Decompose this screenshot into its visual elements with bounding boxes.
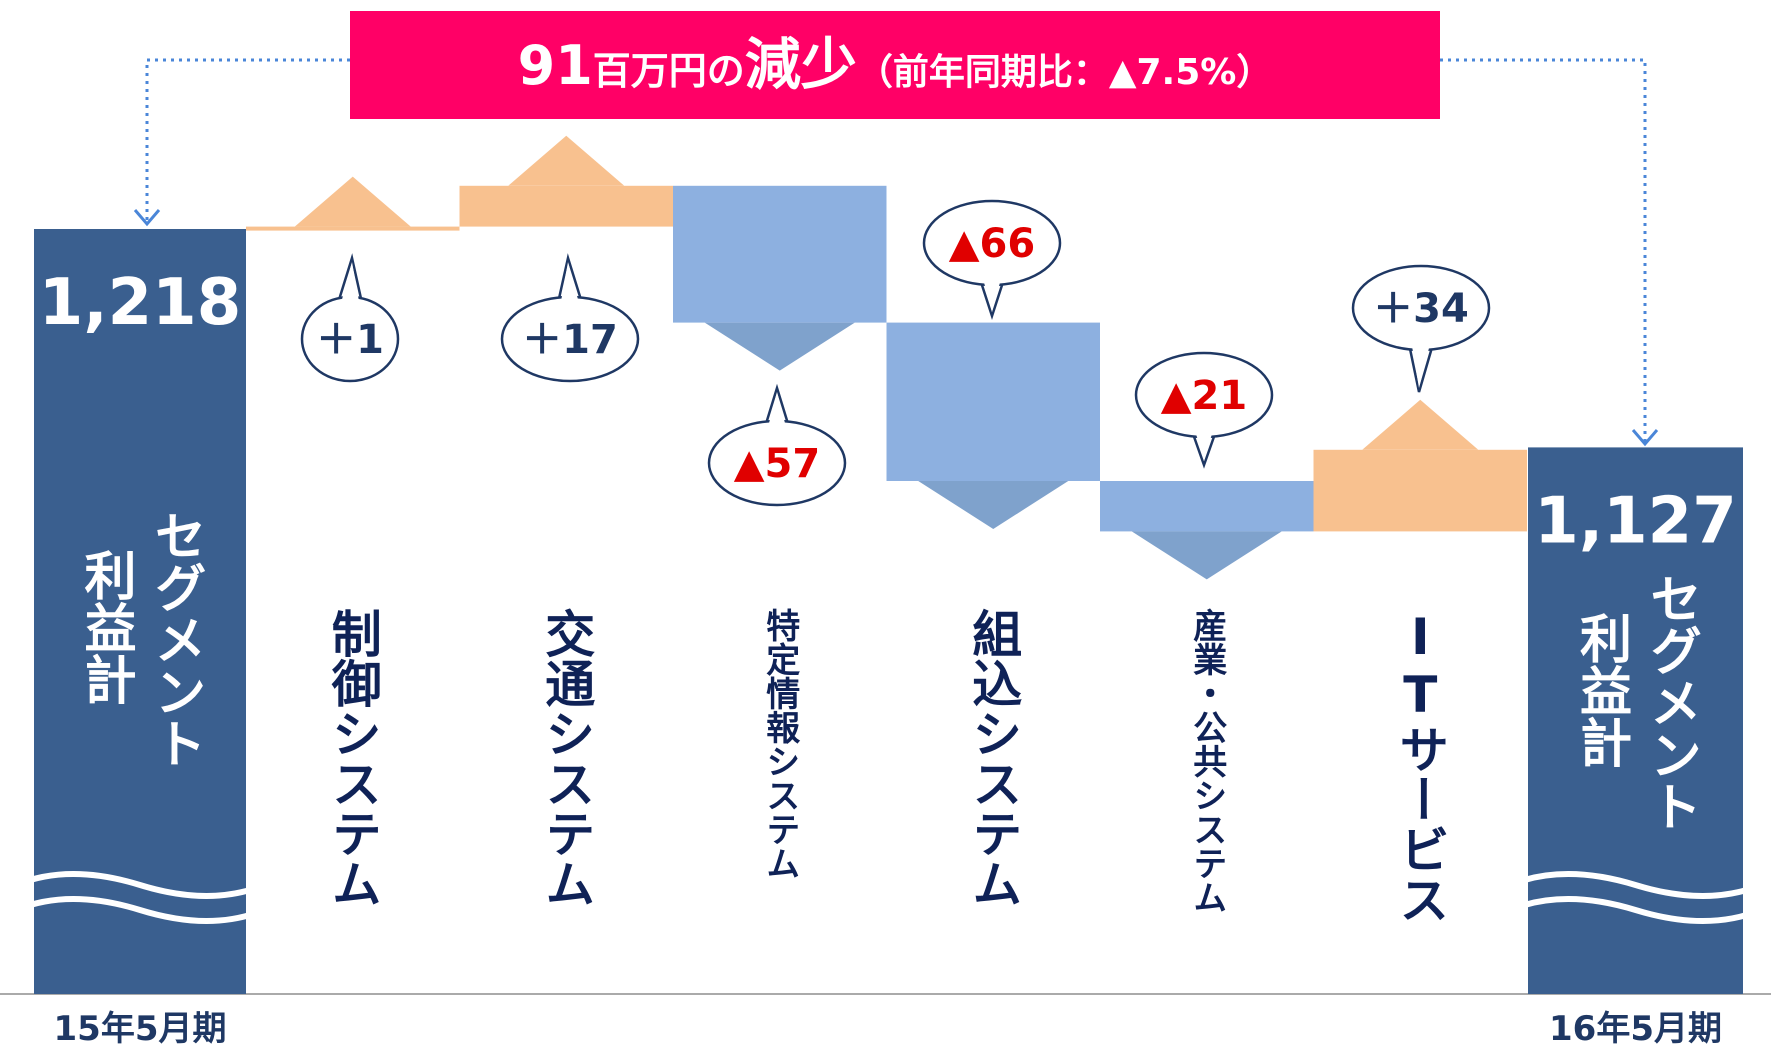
increase-arrow <box>1362 399 1479 450</box>
axis-break <box>14 896 266 924</box>
bubble-tail-cover <box>1194 427 1214 461</box>
increase-arrow <box>508 135 625 186</box>
value-label: ▲57 <box>734 441 820 487</box>
bubble-tail-cover <box>1411 340 1431 388</box>
total-label: 利益計 <box>1571 612 1632 768</box>
increase-bar <box>246 226 460 231</box>
connector <box>145 58 350 222</box>
connector <box>1440 58 1647 442</box>
total-label: セグメント <box>1641 572 1701 832</box>
increase-bar <box>1313 449 1527 532</box>
category-label: 制御システム <box>324 608 383 908</box>
axis-break <box>1508 871 1763 899</box>
total-bar <box>34 229 246 994</box>
value-label: ＋1 <box>316 317 384 363</box>
decrease-bar <box>1100 481 1314 532</box>
title-box <box>350 11 1440 119</box>
axis-break <box>1508 896 1763 924</box>
total-value-label: 1,218 <box>39 266 241 340</box>
value-label: ▲21 <box>1161 373 1247 419</box>
increase-bar <box>459 185 673 227</box>
decrease-arrow <box>704 322 855 371</box>
bubble-tail-cover <box>560 262 580 307</box>
decrease-bar <box>673 185 887 323</box>
category-label: 産業・公共システム <box>1187 608 1227 914</box>
category-label: ITサービス <box>1391 608 1449 924</box>
title-note: （前年同期比：▲7.5%） <box>857 52 1273 93</box>
total-bar <box>1528 447 1743 994</box>
period-label: 16年5月期 <box>1549 1009 1722 1048</box>
bubble-tail-cover <box>340 262 360 307</box>
value-label: ＋17 <box>522 317 618 363</box>
total-label: 利益計 <box>75 549 136 705</box>
title-amount: 91 <box>518 34 593 97</box>
increase-arrow <box>294 176 411 227</box>
decrease-bar <box>886 322 1100 481</box>
category-label: 特定情報システム <box>760 608 800 880</box>
total-label: セグメント <box>145 509 205 769</box>
connector-arrow <box>133 209 161 227</box>
value-label: ▲66 <box>949 221 1035 267</box>
bubble-tail-cover <box>767 392 787 431</box>
category-label: 交通システム <box>537 608 595 908</box>
bubble-tail-cover <box>982 275 1002 312</box>
decrease-arrow <box>918 481 1069 529</box>
category-label: 組込システム <box>964 608 1022 908</box>
chart-title: 91百万円の減少（前年同期比：▲7.5%） <box>518 33 1273 98</box>
total-value-label: 1,127 <box>1534 484 1736 558</box>
decrease-arrow <box>1131 531 1282 580</box>
axis-break <box>14 871 266 899</box>
period-label: 15年5月期 <box>54 1009 227 1048</box>
title-word: 減少 <box>745 33 857 98</box>
title-unit: 百万円の <box>593 49 745 93</box>
value-label: ＋34 <box>1373 286 1469 332</box>
connector-arrow <box>1631 429 1659 447</box>
